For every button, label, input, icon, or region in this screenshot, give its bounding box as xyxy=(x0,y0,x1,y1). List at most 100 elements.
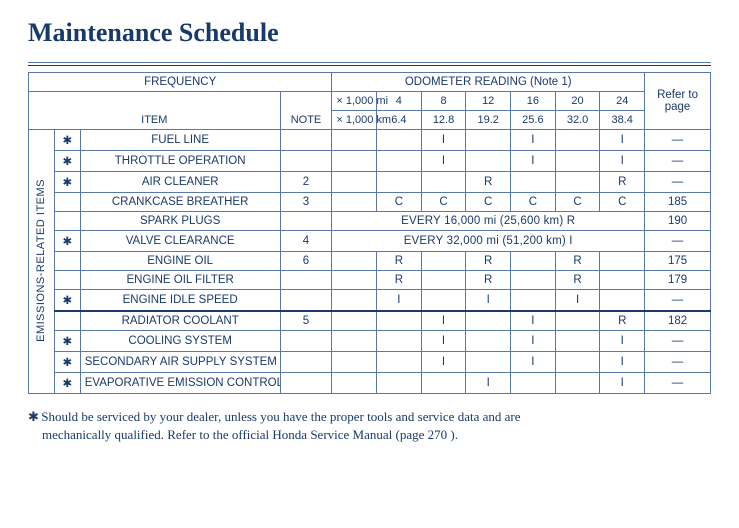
interval-cell: I xyxy=(421,352,466,373)
interval-cell: C xyxy=(511,193,556,212)
note-cell xyxy=(280,212,332,231)
interval-cell: C xyxy=(466,193,511,212)
interval-cell: I xyxy=(421,130,466,151)
interval-cell xyxy=(600,290,645,312)
km-col-4: 32.0 xyxy=(555,111,600,130)
table-row: ✱EVAPORATIVE EMISSION CONTROL SYSTEMII— xyxy=(29,373,711,394)
asterisk-cell: ✱ xyxy=(54,352,80,373)
interval-cell: I xyxy=(421,311,466,331)
note-cell: 6 xyxy=(280,252,332,271)
frequency-label: FREQUENCY xyxy=(29,73,332,92)
interval-cell xyxy=(332,271,377,290)
interval-cell xyxy=(511,172,556,193)
interval-cell: I xyxy=(555,290,600,312)
table-row: ✱AIR CLEANER2RR— xyxy=(29,172,711,193)
interval-cell xyxy=(377,373,422,394)
refer-label: Refer to xyxy=(657,89,698,101)
interval-cell: R xyxy=(466,271,511,290)
interval-cell: I xyxy=(511,130,556,151)
table-row: ✱ENGINE IDLE SPEEDIII— xyxy=(29,290,711,312)
page-ref: 175 xyxy=(645,252,711,271)
interval-cell: I xyxy=(466,373,511,394)
interval-cell: C xyxy=(555,193,600,212)
interval-cell: R xyxy=(555,252,600,271)
page-ref: — xyxy=(645,331,711,352)
page-ref: — xyxy=(645,373,711,394)
interval-cell xyxy=(555,151,600,172)
interval-cell xyxy=(511,252,556,271)
item-label: ITEM xyxy=(29,92,281,130)
mi-col-4: 20 xyxy=(555,92,600,111)
table-row: ENGINE OIL6 R R R 175 xyxy=(29,252,711,271)
page-ref: — xyxy=(645,172,711,193)
km-col-3: 25.6 xyxy=(511,111,556,130)
interval-cell xyxy=(332,290,377,312)
interval-cell xyxy=(600,252,645,271)
table-row: ✱VALVE CLEARANCE4EVERY 32,000 mi (51,200… xyxy=(29,231,711,252)
interval-cell: I xyxy=(421,151,466,172)
interval-cell xyxy=(466,311,511,331)
interval-cell xyxy=(466,130,511,151)
interval-cell xyxy=(600,271,645,290)
mi-col-3: 16 xyxy=(511,92,556,111)
table-row: RADIATOR COOLANT5IIR182 xyxy=(29,311,711,331)
interval-cell: C xyxy=(600,193,645,212)
interval-cell xyxy=(511,271,556,290)
asterisk-cell: ✱ xyxy=(54,331,80,352)
page-ref: — xyxy=(645,290,711,312)
interval-cell xyxy=(332,130,377,151)
interval-cell xyxy=(332,193,377,212)
interval-cell: I xyxy=(511,311,556,331)
interval-cell: R xyxy=(377,271,422,290)
interval-cell: I xyxy=(421,331,466,352)
interval-cell xyxy=(555,373,600,394)
x1000km-label: × 1,000 km xyxy=(332,111,377,130)
page-ref: — xyxy=(645,130,711,151)
mi-col-1: 8 xyxy=(421,92,466,111)
footnote: ✱ Should be serviced by your dealer, unl… xyxy=(28,408,711,443)
x1000mi-label: × 1,000 mi xyxy=(332,92,377,111)
item-name: ENGINE OIL xyxy=(80,252,280,271)
interval-cell xyxy=(332,311,377,331)
emissions-side-text: EMISSIONS-RELATED ITEMS xyxy=(35,179,47,342)
interval-cell: R xyxy=(600,311,645,331)
interval-cell xyxy=(332,373,377,394)
interval-cell xyxy=(332,172,377,193)
table-row: SPARK PLUGSEVERY 16,000 mi (25,600 km) R… xyxy=(29,212,711,231)
interval-cell xyxy=(555,130,600,151)
page-ref: — xyxy=(645,151,711,172)
interval-cell xyxy=(511,373,556,394)
page: Maintenance Schedule FREQUENCY ODOMETER … xyxy=(0,0,739,528)
note-cell xyxy=(280,151,332,172)
table-row: EMISSIONS-RELATED ITEMS✱FUEL LINEIII— xyxy=(29,130,711,151)
note-label: NOTE xyxy=(280,92,332,130)
interval-cell: I xyxy=(600,151,645,172)
note-cell xyxy=(280,373,332,394)
interval-cell: R xyxy=(466,252,511,271)
interval-cell: I xyxy=(466,290,511,312)
interval-cell xyxy=(377,151,422,172)
note-cell: 2 xyxy=(280,172,332,193)
item-name: SECONDARY AIR SUPPLY SYSTEM xyxy=(80,352,280,373)
note-cell xyxy=(280,352,332,373)
asterisk-cell xyxy=(54,193,80,212)
interval-cell: R xyxy=(377,252,422,271)
asterisk-cell: ✱ xyxy=(54,290,80,312)
interval-cell xyxy=(466,352,511,373)
page-ref: 185 xyxy=(645,193,711,212)
interval-cell xyxy=(421,373,466,394)
interval-cell: C xyxy=(421,193,466,212)
table-body: EMISSIONS-RELATED ITEMS✱FUEL LINEIII—✱TH… xyxy=(29,130,711,394)
asterisk-cell xyxy=(54,271,80,290)
interval-cell xyxy=(377,172,422,193)
interval-cell xyxy=(421,172,466,193)
item-name: VALVE CLEARANCE xyxy=(80,231,280,252)
interval-cell xyxy=(555,172,600,193)
interval-span: EVERY 16,000 mi (25,600 km) R xyxy=(332,212,645,231)
interval-cell: I xyxy=(600,130,645,151)
interval-cell: I xyxy=(600,331,645,352)
table-row: ✱THROTTLE OPERATIONIII— xyxy=(29,151,711,172)
note-cell xyxy=(280,271,332,290)
asterisk-cell: ✱ xyxy=(54,231,80,252)
interval-cell xyxy=(332,352,377,373)
